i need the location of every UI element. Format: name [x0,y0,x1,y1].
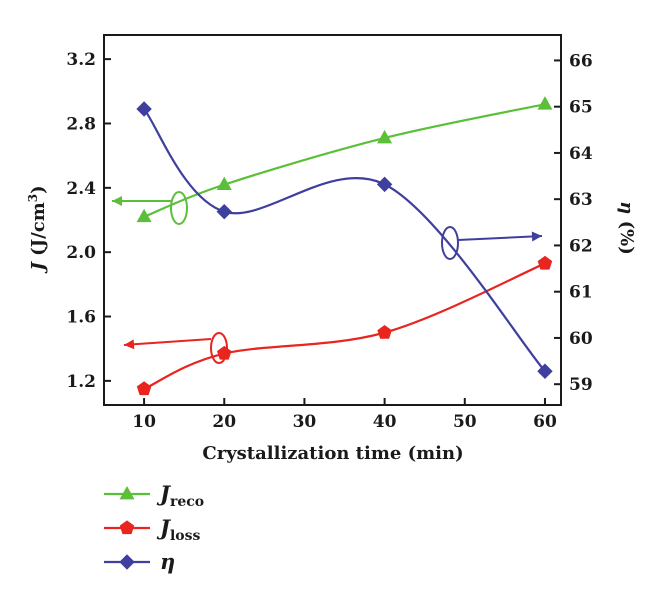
y-right-tick-label: 66 [569,51,593,71]
y-right-tick-label: 59 [569,375,593,395]
data-point [377,129,393,144]
legend-label: η [160,549,175,574]
data-point [537,255,553,270]
y-right-tick-label: 64 [569,144,593,164]
data-point [136,101,152,117]
x-tick-label: 50 [453,412,477,432]
legend-item-reco: Jreco [104,481,204,510]
y-left-tick-label: 1.6 [66,308,96,328]
y-axis-right: 59 60 61 62 63 64 65 66 [554,51,593,395]
x-tick-label: 20 [212,412,236,432]
indicator-arrow-head [531,231,542,242]
plot-frame [103,34,562,406]
legend-marker [119,485,135,500]
data-point [216,203,232,220]
y-right-tick-label: 60 [569,329,593,349]
indicator-ellipse [170,191,188,225]
data-point [216,176,232,191]
y-right-tick-label: 63 [569,190,593,210]
legend-marker [119,554,135,570]
x-axis: 10 20 30 40 50 60 [132,398,557,432]
y-left-tick-label: 2.0 [66,243,96,263]
y-right-tick-label: 61 [569,283,593,303]
legend-item-loss: Jloss [104,515,200,544]
series-loss [136,255,553,396]
y-left-tick-label: 2.4 [66,179,96,199]
y-axis-left: 1.2 1.6 2.0 2.4 2.8 3.2 [66,50,111,392]
y-right-tick-label: 62 [569,236,593,256]
jloss-axis-indicator [123,332,228,364]
legend: Jreco Jloss η [104,481,204,574]
jreco-axis-indicator [112,191,188,225]
series-line [143,103,546,218]
data-point [537,363,553,379]
series-line [143,108,546,372]
x-tick-label: 60 [533,412,557,432]
x-tick-label: 10 [132,412,156,432]
y-axis-right-title: η (%) [616,201,637,255]
indicator-arrow-line [457,235,543,241]
series-reco [136,96,553,223]
x-tick-label: 40 [373,412,397,432]
indicator-ellipse [441,226,459,260]
axis-indicators [112,191,543,364]
x-axis-title: Crystallization time (min) [202,443,463,464]
indicator-arrow-line [123,338,212,346]
y-left-tick-label: 2.8 [66,114,96,134]
y-left-tick-label: 1.2 [66,372,96,392]
y-axis-left-title: J (J/cm3) [26,185,49,273]
series-eta [136,101,553,379]
legend-label: Jloss [156,515,200,544]
data-point [537,96,553,110]
legend-marker [119,520,135,535]
indicator-ellipse [210,332,228,364]
data-point [377,324,392,339]
plot-border [103,34,562,406]
legend-item-eta: η [104,549,175,574]
series-line [143,262,546,390]
series-layer [136,96,553,396]
y-left-tick-label: 3.2 [66,50,96,70]
data-point [136,381,152,396]
y-right-tick-label: 65 [569,98,593,118]
data-point [376,176,393,193]
legend-label: Jreco [156,481,204,510]
eta-axis-indicator [441,226,543,260]
indicator-arrow-head [112,196,122,206]
indicator-arrow-head [124,339,135,350]
data-point [136,208,152,223]
x-tick-label: 30 [293,412,317,432]
